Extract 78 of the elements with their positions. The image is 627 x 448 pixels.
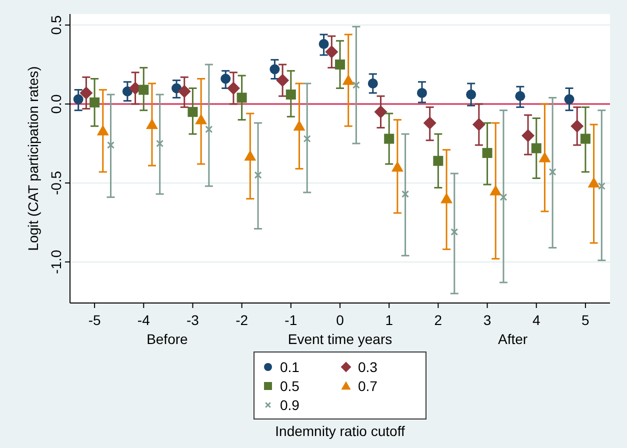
point: [270, 64, 280, 74]
y-tick-label: -0.5: [48, 170, 64, 196]
point: [90, 97, 100, 108]
y-tick-label: 0.5: [48, 15, 64, 35]
point: [423, 116, 436, 130]
x-axis-title: Event time years: [288, 331, 392, 347]
point: [352, 81, 360, 89]
y-axis-title: Logit (CAT participation rates): [25, 66, 41, 251]
point: [106, 141, 114, 149]
legend-title: Indemnity ratio cutoff: [275, 423, 405, 439]
point: [391, 161, 404, 172]
point: [303, 135, 311, 143]
x-tick-label: -5: [88, 312, 101, 328]
legend-label: 0.3: [358, 359, 378, 375]
point: [236, 92, 247, 103]
point: [226, 82, 240, 95]
point: [195, 114, 208, 124]
point: [433, 156, 444, 166]
x-tick-label: 1: [385, 312, 394, 328]
point: [531, 143, 542, 154]
x-tick-label: 4: [532, 312, 540, 328]
point: [522, 129, 535, 142]
point: [254, 171, 262, 179]
point: [342, 74, 354, 85]
point: [122, 86, 132, 96]
point: [588, 176, 600, 188]
point: [482, 148, 492, 158]
legend-label: 0.5: [280, 378, 300, 394]
point: [205, 126, 213, 134]
point: [466, 90, 476, 100]
point: [564, 94, 574, 104]
point: [598, 182, 606, 190]
point: [325, 45, 338, 58]
x-tick-label: 3: [483, 312, 492, 328]
point: [450, 228, 458, 236]
point: [402, 190, 410, 198]
point: [384, 134, 394, 144]
point: [472, 118, 486, 132]
x-tick-label: -1: [284, 312, 298, 328]
point: [368, 78, 378, 88]
point: [244, 150, 256, 161]
text: After: [498, 331, 528, 347]
x-tick-label: 2: [434, 312, 442, 328]
point: [146, 118, 158, 130]
point: [80, 86, 93, 100]
point: [416, 88, 427, 98]
y-tick-label: -1.0: [48, 250, 64, 274]
point: [500, 193, 508, 201]
point: [440, 192, 453, 204]
point: [178, 84, 191, 98]
point: [490, 184, 502, 196]
x-tick-label: -4: [137, 312, 150, 328]
legend-label: 0.1: [280, 359, 300, 375]
text: Before: [146, 331, 188, 347]
point: [138, 84, 149, 95]
point: [188, 106, 198, 117]
point: [374, 105, 388, 118]
point: [580, 134, 590, 144]
point: [276, 74, 290, 87]
x-tick-label: 0: [336, 312, 344, 328]
point: [73, 94, 84, 104]
x-tick-label: -3: [186, 312, 200, 328]
point: [96, 124, 109, 136]
point: [335, 60, 345, 70]
point: [293, 120, 306, 131]
point: [318, 39, 329, 50]
legend-label: 0.7: [358, 378, 378, 394]
point: [156, 140, 164, 148]
point: [548, 168, 556, 176]
x-tick-label: -2: [236, 312, 248, 328]
y-tick-label: 0.0: [48, 94, 64, 114]
x-tick-label: 5: [582, 312, 590, 328]
point: [220, 74, 231, 84]
point: [570, 120, 584, 133]
point: [286, 90, 296, 100]
point: [538, 152, 551, 162]
legend-label: 0.9: [280, 397, 300, 413]
point: [515, 91, 526, 102]
